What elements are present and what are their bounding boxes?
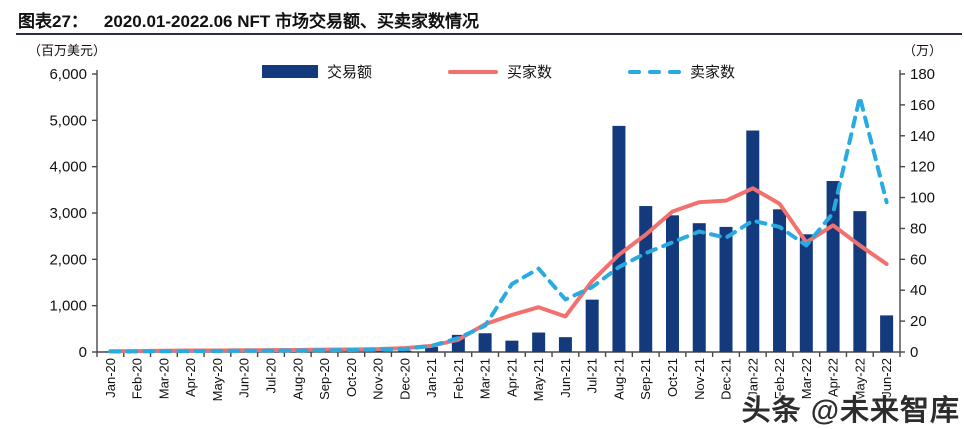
right-tick-label: 0 xyxy=(910,344,918,361)
x-tick-label: Jan-21 xyxy=(424,358,439,398)
x-tick-label: Apr-22 xyxy=(826,358,841,397)
x-tick-label: Jul-21 xyxy=(585,358,600,393)
sellers-swatch-icon xyxy=(628,69,682,74)
x-tick-label: Jan-20 xyxy=(103,358,118,398)
title-underline xyxy=(16,33,962,35)
right-tick-label: 160 xyxy=(910,97,935,114)
left-tick-label: 3,000 xyxy=(49,205,87,222)
legend-item-sellers: 卖家数 xyxy=(628,61,735,82)
left-tick-label: 1,000 xyxy=(49,298,87,315)
x-tick-label: Dec-21 xyxy=(719,358,734,400)
volume-bar xyxy=(853,211,867,352)
volume-bar xyxy=(371,351,385,352)
x-tick-label: Sep-21 xyxy=(638,358,653,400)
volume-bar xyxy=(773,209,787,352)
chart-header: 图表27： 2020.01-2022.06 NFT 市场交易额、买卖家数情况 xyxy=(18,7,479,32)
x-tick-label: Aug-20 xyxy=(290,358,305,400)
volume-bar xyxy=(425,346,439,352)
x-tick-label: Feb-21 xyxy=(451,358,466,399)
x-tick-label: Jun-22 xyxy=(879,358,894,398)
left-tick-label: 4,000 xyxy=(49,159,87,176)
x-tick-label: Jun-20 xyxy=(237,358,252,398)
left-tick-label: 6,000 xyxy=(49,66,87,83)
figure-number: 图表27： xyxy=(18,12,88,31)
buyers-swatch-icon xyxy=(448,69,499,74)
right-tick-label: 20 xyxy=(910,313,927,330)
chart-title: 2020.01-2022.06 NFT 市场交易额、买卖家数情况 xyxy=(103,12,479,31)
x-tick-label: Dec-20 xyxy=(397,358,412,400)
volume-bar xyxy=(746,130,760,352)
buyers-line xyxy=(108,186,889,354)
right-tick-label: 40 xyxy=(910,282,927,299)
x-tick-label: Mar-20 xyxy=(156,358,171,399)
legend-buyers-label: 买家数 xyxy=(507,64,553,81)
legend-item-buyers: 买家数 xyxy=(448,61,552,82)
x-tick-label: Mar-21 xyxy=(478,358,493,399)
x-tick-label: May-20 xyxy=(210,358,225,401)
x-tick-label: May-22 xyxy=(852,358,867,401)
volume-bar xyxy=(505,340,519,352)
right-tick-label: 100 xyxy=(910,190,935,207)
volume-bar xyxy=(692,223,706,352)
x-tick-label: Apr-20 xyxy=(183,358,198,397)
right-axis-unit: （万） xyxy=(902,43,942,58)
x-tick-label: Oct-20 xyxy=(344,358,359,397)
left-tick-label: 2,000 xyxy=(49,251,87,268)
x-tick-label: Feb-22 xyxy=(772,358,787,399)
volume-bar xyxy=(585,299,599,352)
volume-bar xyxy=(558,337,572,352)
volume-bar xyxy=(478,333,492,352)
watermark: 头条 @未来智库 xyxy=(741,395,960,427)
volume-bar xyxy=(799,234,813,352)
volume-bar xyxy=(532,332,546,352)
x-tick-label: Jan-22 xyxy=(745,358,760,398)
x-tick-label: May-21 xyxy=(531,358,546,401)
volume-swatch-icon xyxy=(262,65,318,78)
right-tick-label: 120 xyxy=(910,159,935,176)
legend-item-volume: 交易额 xyxy=(262,61,372,82)
x-tick-label: Mar-22 xyxy=(799,358,814,399)
sellers-line xyxy=(108,95,889,354)
x-tick-label: Oct-21 xyxy=(665,358,680,397)
x-tick-label: Jun-21 xyxy=(558,358,573,398)
x-tick-label: Apr-21 xyxy=(504,358,519,397)
left-tick-label: 5,000 xyxy=(49,112,87,129)
x-tick-label: Feb-20 xyxy=(130,358,145,399)
x-tick-label: Nov-21 xyxy=(692,358,707,400)
right-tick-label: 140 xyxy=(910,128,935,145)
legend: 交易额 买家数 卖家数 xyxy=(262,61,735,82)
right-tick-label: 80 xyxy=(910,220,927,237)
x-tick-label: Jul-20 xyxy=(263,358,278,393)
right-tick-label: 60 xyxy=(910,251,927,268)
right-tick-label: 180 xyxy=(910,66,935,83)
left-axis-unit: （百万美元） xyxy=(28,43,107,58)
volume-bar xyxy=(665,215,679,352)
x-tick-label: Nov-20 xyxy=(371,358,386,400)
left-tick-label: 0 xyxy=(79,344,87,361)
volume-bar xyxy=(826,181,840,352)
volume-bar xyxy=(639,206,653,352)
legend-sellers-label: 卖家数 xyxy=(690,64,736,81)
volume-bar xyxy=(398,350,412,352)
volume-bar xyxy=(880,315,894,352)
legend-volume-label: 交易额 xyxy=(327,64,373,81)
volume-bar xyxy=(719,226,733,352)
volume-bar xyxy=(612,125,626,352)
x-tick-label: Aug-21 xyxy=(611,358,626,400)
x-tick-label: Sep-20 xyxy=(317,358,332,400)
